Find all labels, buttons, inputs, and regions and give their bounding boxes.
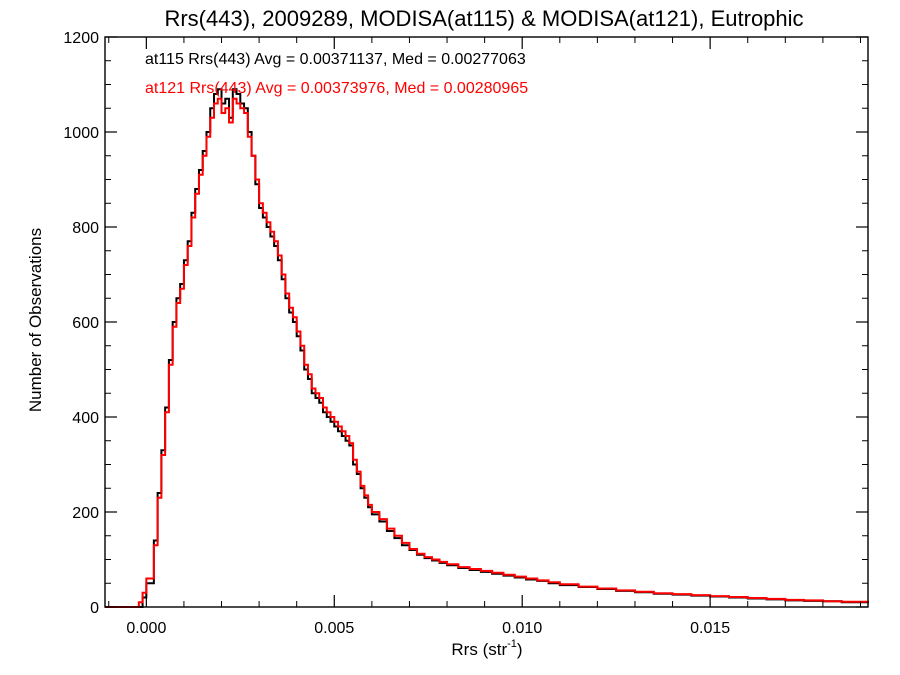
x-tick-label: 0.010 <box>502 620 542 637</box>
y-tick-label: 0 <box>90 600 99 617</box>
y-tick-label: 600 <box>72 315 99 332</box>
y-tick-label: 400 <box>72 410 99 427</box>
x-tick-label: 0.000 <box>126 620 166 637</box>
x-tick-label: 0.005 <box>314 620 354 637</box>
y-tick-label: 1200 <box>63 30 99 47</box>
x-axis-title: Rrs (str-1) <box>451 638 522 659</box>
x-axis-title-superscript: -1 <box>507 638 517 650</box>
y-axis-title: Number of Observations <box>26 228 45 412</box>
axes: 0 200 400 600 800 1000 1200 0.000 0.005 0.010 0.01… <box>63 30 869 637</box>
x-tick-label: 0.015 <box>690 620 730 637</box>
legend-entry-at121: at121 Rrs(443) Avg = 0.00373976, Med = 0… <box>145 80 528 97</box>
chart-title: Rrs(443), 2009289, MODISA(at115) & MODIS… <box>164 6 803 31</box>
x-axis-title-main: Rrs (str <box>451 640 507 659</box>
y-tick-label: 200 <box>72 505 99 522</box>
series-line-at121 <box>105 97 869 608</box>
series-layer <box>105 88 869 608</box>
x-axis-title-end: ) <box>517 640 523 659</box>
y-tick-label: 800 <box>72 220 99 237</box>
legend-entry-at115: at115 Rrs(443) Avg = 0.00371137, Med = 0… <box>145 51 526 68</box>
y-tick-label: 1000 <box>63 125 99 142</box>
legend: at115 Rrs(443) Avg = 0.00371137, Med = 0… <box>145 51 528 97</box>
